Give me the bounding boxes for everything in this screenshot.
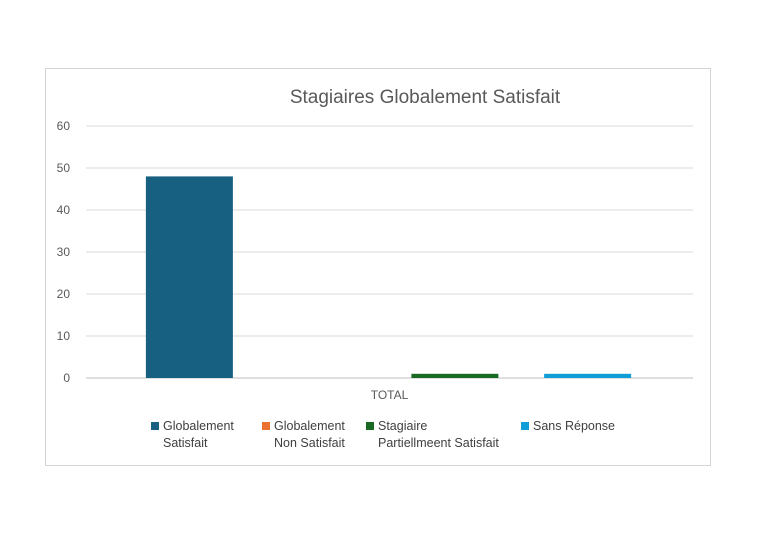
y-tick-label: 60 xyxy=(57,119,71,133)
y-tick-label: 0 xyxy=(63,371,70,385)
bars xyxy=(145,176,632,378)
y-tick-label: 10 xyxy=(57,329,71,343)
x-tick-label: TOTAL xyxy=(371,388,409,402)
y-axis-ticks: 0 10 20 30 40 50 60 xyxy=(57,119,71,385)
y-tick-label: 20 xyxy=(57,287,71,301)
x-axis-ticks: TOTAL xyxy=(371,388,409,402)
y-tick-label: 40 xyxy=(57,203,71,217)
bar-0 xyxy=(145,176,233,378)
y-tick-label: 50 xyxy=(57,161,71,175)
chart-title: Stagiaires Globalement Satisfait xyxy=(290,87,561,108)
bar-2 xyxy=(411,373,499,378)
y-tick-label: 30 xyxy=(57,245,71,259)
bar-3 xyxy=(544,373,632,378)
